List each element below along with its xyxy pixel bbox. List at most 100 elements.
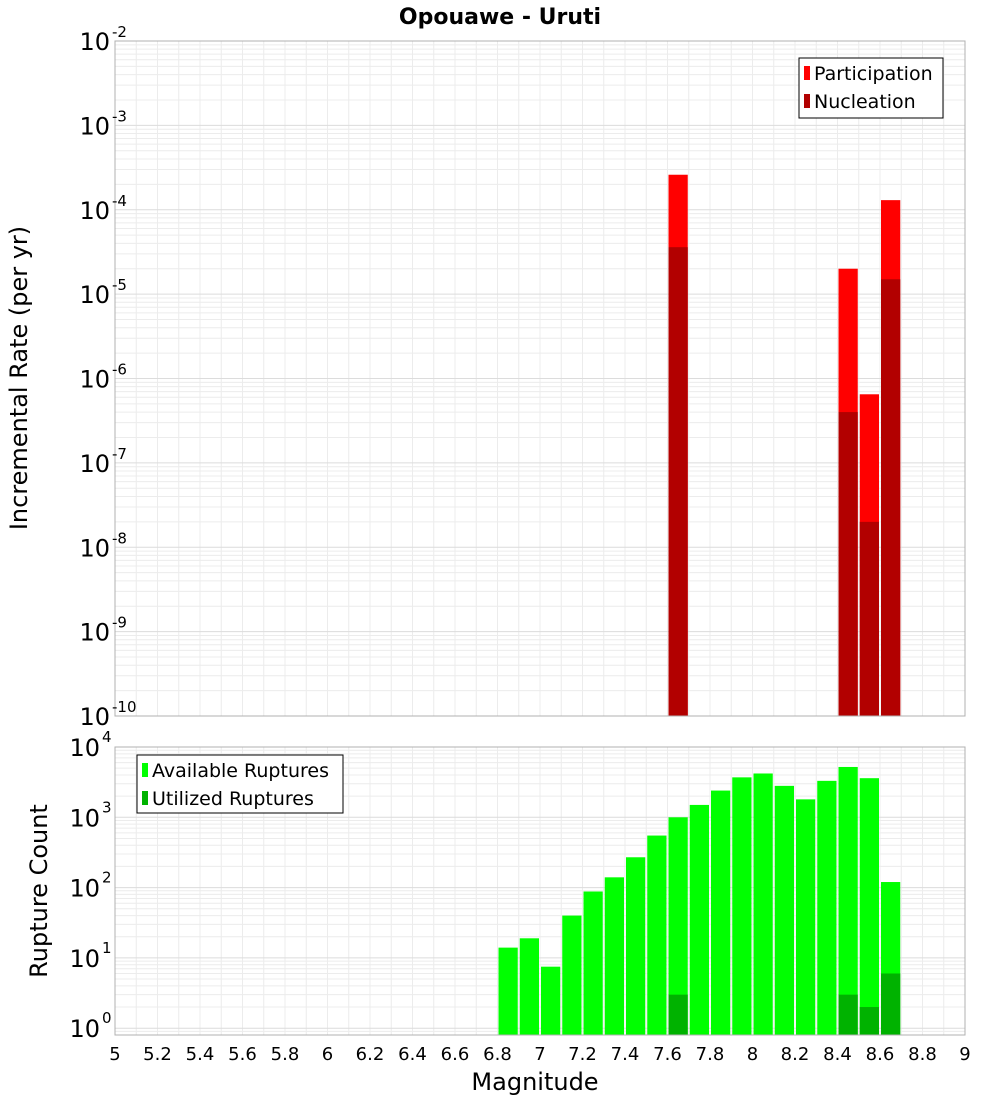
series-utilized-ruptures: [668, 973, 901, 1035]
y-tick-label: 10 3: [69, 798, 111, 832]
y-tick-label: 10 2: [69, 869, 111, 903]
x-tick-label: 7.4: [611, 1044, 640, 1065]
bar: [647, 835, 667, 1035]
bar: [838, 994, 858, 1035]
y-tick-exponent: 4: [102, 728, 112, 746]
y-tick-exponent: 3: [102, 798, 112, 816]
x-tick-label: 5.4: [186, 1044, 215, 1065]
x-tick-label: 5.2: [143, 1044, 172, 1065]
bar: [881, 279, 901, 716]
y-tick-base: 10: [79, 534, 110, 562]
y-tick-base: 10: [79, 112, 110, 140]
y-tick-exponent: 1: [102, 939, 112, 957]
bar: [859, 1007, 879, 1035]
y-tick-exponent: -8: [112, 529, 127, 547]
x-tick-label: 6: [322, 1044, 333, 1065]
x-tick-label: 8.8: [908, 1044, 937, 1065]
x-tick-label: 9: [959, 1044, 970, 1065]
y-tick-base: 10: [69, 1015, 100, 1043]
y-tick-exponent: -4: [112, 192, 127, 210]
y-tick-base: 10: [69, 945, 100, 973]
y-tick-exponent: -3: [112, 107, 127, 125]
y-tick-base: 10: [79, 281, 110, 309]
y-tick-label: 10 -9: [79, 614, 127, 647]
chart-panel-2: 10 010 110 210 310 45 5.2 5.4 5.6 5.8 6 6.2 6.4 6.6 6.…: [25, 728, 971, 1096]
y-tick-exponent: -2: [112, 23, 127, 41]
bar: [732, 777, 752, 1035]
x-tick-label: 8: [747, 1044, 758, 1065]
y-tick-label: 10 4: [69, 728, 111, 762]
y-tick-base: 10: [69, 734, 100, 762]
legend-label: Nucleation: [814, 91, 916, 113]
x-tick-label: 6.6: [441, 1044, 470, 1065]
x-tick-label: 7.6: [653, 1044, 682, 1065]
y-tick-label: 10 -10: [79, 698, 136, 731]
bar: [519, 938, 539, 1035]
y-axis-label: Rupture Count: [25, 804, 53, 978]
y-tick-base: 10: [79, 703, 110, 731]
bar: [562, 915, 582, 1035]
bar: [604, 877, 624, 1035]
legend-swatch: [804, 66, 810, 80]
y-tick-base: 10: [79, 366, 110, 394]
y-tick-exponent: -9: [112, 614, 127, 632]
bar: [668, 247, 688, 716]
x-tick-label: 5.8: [271, 1044, 300, 1065]
legend-box: [798, 57, 944, 119]
y-tick-base: 10: [79, 619, 110, 647]
y-tick-exponent: -6: [112, 361, 127, 379]
grid: [114, 40, 966, 717]
series-nucleation: [668, 247, 901, 716]
legend-label: Available Ruptures: [152, 760, 329, 782]
bar: [668, 994, 688, 1035]
bar: [689, 804, 709, 1035]
x-tick-label: 8.6: [866, 1044, 895, 1065]
y-tick-label: 10 -2: [79, 23, 127, 56]
bar: [626, 857, 646, 1035]
x-axis-label: Magnitude: [471, 1068, 598, 1096]
y-tick-label: 10 0: [69, 1009, 111, 1043]
y-tick-base: 10: [79, 197, 110, 225]
y-tick-label: 10 -3: [79, 107, 127, 140]
y-tick-exponent: -10: [112, 698, 137, 716]
x-tick-label: 6.8: [483, 1044, 512, 1065]
bar: [838, 412, 858, 716]
x-tick-label: 7: [534, 1044, 545, 1065]
y-tick-exponent: -7: [112, 445, 127, 463]
legend: Available Ruptures Utilized Ruptures: [136, 754, 344, 814]
chart-title: Opouawe - Uruti: [399, 5, 601, 30]
x-tick-label: 8.4: [823, 1044, 852, 1065]
y-axis-label: Incremental Rate (per yr): [5, 226, 33, 530]
y-tick-exponent: -5: [112, 276, 127, 294]
y-tick-label: 10 -8: [79, 529, 127, 562]
x-tick-label: 6.2: [356, 1044, 385, 1065]
x-tick-label: 5.6: [228, 1044, 257, 1065]
legend: Participation Nucleation: [798, 57, 944, 119]
grid: [114, 746, 966, 1036]
plot-frame: [114, 40, 966, 717]
x-tick-label: 7.2: [568, 1044, 597, 1065]
legend-box: [136, 754, 344, 814]
bar: [859, 778, 879, 1035]
bar: [796, 799, 816, 1035]
x-tick-label: 5: [109, 1044, 120, 1065]
y-tick-exponent: 2: [102, 869, 112, 887]
legend-swatch: [804, 94, 810, 108]
y-tick-base: 10: [69, 804, 100, 832]
y-tick-base: 10: [79, 28, 110, 56]
legend-swatch: [142, 763, 148, 777]
y-tick-base: 10: [69, 875, 100, 903]
bar: [881, 973, 901, 1035]
y-tick-base: 10: [79, 450, 110, 478]
x-tick-label: 7.8: [696, 1044, 725, 1065]
y-tick-label: 10 -7: [79, 445, 127, 478]
y-tick-label: 10 -6: [79, 361, 127, 394]
bar: [668, 817, 688, 1035]
bar: [859, 521, 879, 716]
bar: [711, 790, 731, 1035]
bar: [541, 966, 561, 1035]
y-tick-label: 10 -4: [79, 192, 127, 225]
bar: [583, 891, 603, 1035]
x-tick-label: 8.2: [781, 1044, 810, 1065]
